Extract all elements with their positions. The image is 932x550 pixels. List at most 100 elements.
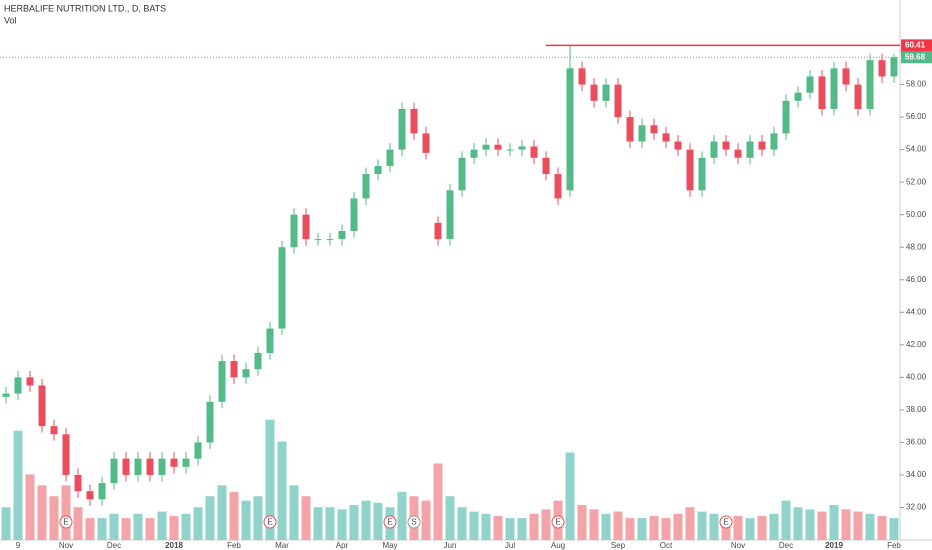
volume-bar xyxy=(469,511,479,540)
event-label: S xyxy=(411,518,416,527)
candle-body xyxy=(602,84,610,101)
y-tick-label: 58.00 xyxy=(906,80,927,89)
candle-body xyxy=(110,458,118,484)
last-price-box xyxy=(901,51,932,64)
candle-body xyxy=(374,165,382,175)
volume-bar xyxy=(157,511,167,540)
y-tick-label: 38.00 xyxy=(906,405,927,414)
candle-body xyxy=(494,144,502,150)
resistance-label: 60.41 xyxy=(905,40,926,49)
candle-body xyxy=(290,214,298,248)
volume-bar xyxy=(541,509,551,540)
candle-body xyxy=(26,377,34,386)
volume-bar xyxy=(529,513,539,540)
volume-bar xyxy=(169,515,179,540)
candle-body xyxy=(830,68,838,109)
candle-body xyxy=(746,141,754,158)
candle-body xyxy=(158,458,166,475)
candle-body xyxy=(638,125,646,142)
candle-body xyxy=(578,68,586,85)
volume-bar xyxy=(577,505,587,540)
volume-bar xyxy=(565,452,575,540)
candle-body xyxy=(50,426,58,435)
candle-body xyxy=(686,149,694,191)
volume-bar xyxy=(61,485,71,540)
volume-bar xyxy=(25,474,35,540)
volume-bar xyxy=(697,511,707,540)
candle-body xyxy=(14,377,22,394)
x-tick-label: 9 xyxy=(16,541,21,550)
candle-body xyxy=(590,84,598,101)
volume-bar xyxy=(817,511,827,540)
chart-title: HERBALIFE NUTRITION LTD., D, BATS xyxy=(4,3,166,13)
candle-body xyxy=(338,230,346,240)
candle-body xyxy=(326,239,334,241)
x-tick-label: Nov xyxy=(731,541,745,550)
candle-body xyxy=(434,222,442,240)
volume-label: Vol xyxy=(4,15,17,25)
volume-bar xyxy=(445,496,455,540)
candle-body xyxy=(530,146,538,158)
x-tick-label: Jul xyxy=(505,541,515,550)
volume-bar xyxy=(841,509,851,540)
candle-body xyxy=(698,157,706,191)
volume-bar xyxy=(829,505,839,540)
y-tick-label: 40.00 xyxy=(906,372,927,381)
volume-bar xyxy=(253,496,263,540)
volume-bar xyxy=(721,518,731,540)
volume-bar xyxy=(781,500,791,540)
candle-body xyxy=(770,133,778,150)
candle-body xyxy=(194,442,202,459)
candle-body xyxy=(446,190,454,240)
volume-bar xyxy=(301,496,311,540)
volume-bar xyxy=(589,509,599,540)
x-tick-label: Jun xyxy=(444,541,457,550)
candle-body xyxy=(302,214,310,240)
volume-bar xyxy=(49,496,59,540)
resistance-box xyxy=(901,39,932,52)
candle-body xyxy=(230,361,238,378)
candle-body xyxy=(674,141,682,150)
y-tick-label: 50.00 xyxy=(906,210,927,219)
volume-bar xyxy=(865,513,875,540)
candle-body xyxy=(806,76,814,93)
candle-body xyxy=(410,108,418,134)
x-tick-label: Oct xyxy=(660,541,673,550)
x-tick-label: Dec xyxy=(107,541,121,550)
y-tick-label: 52.00 xyxy=(906,177,927,186)
volume-bar xyxy=(805,509,815,540)
candle-body xyxy=(182,458,190,467)
volume-bar xyxy=(709,513,719,540)
volume-bar xyxy=(625,518,635,540)
volume-bar xyxy=(637,518,647,540)
candle-body xyxy=(890,57,898,77)
volume-bar xyxy=(457,507,467,540)
volume-bar xyxy=(37,485,47,540)
candle-body xyxy=(878,60,886,77)
x-tick-label: May xyxy=(382,541,397,550)
x-tick-label: 2019 xyxy=(825,541,843,550)
volume-bar xyxy=(745,518,755,540)
volume-bar xyxy=(109,513,119,540)
volume-bar xyxy=(217,485,227,540)
candle-body xyxy=(554,174,562,199)
candle-body xyxy=(782,100,790,134)
candle-body xyxy=(734,149,742,158)
volume-bar xyxy=(601,513,611,540)
y-tick-label: 54.00 xyxy=(906,145,927,154)
candle-body xyxy=(458,157,466,191)
event-marker xyxy=(263,515,277,529)
y-tick-label: 32.00 xyxy=(906,503,927,512)
volume-bar xyxy=(229,491,239,540)
volume-bar xyxy=(361,500,371,540)
candle-body xyxy=(146,458,154,475)
candle-body xyxy=(722,141,730,150)
volume-bar xyxy=(685,507,695,540)
volume-bar xyxy=(661,518,671,540)
x-tick-label: Mar xyxy=(275,541,289,550)
volume-bar xyxy=(793,507,803,540)
event-marker xyxy=(719,515,733,529)
event-marker xyxy=(407,515,421,529)
candle-body xyxy=(518,146,526,150)
candle-body xyxy=(74,474,82,492)
